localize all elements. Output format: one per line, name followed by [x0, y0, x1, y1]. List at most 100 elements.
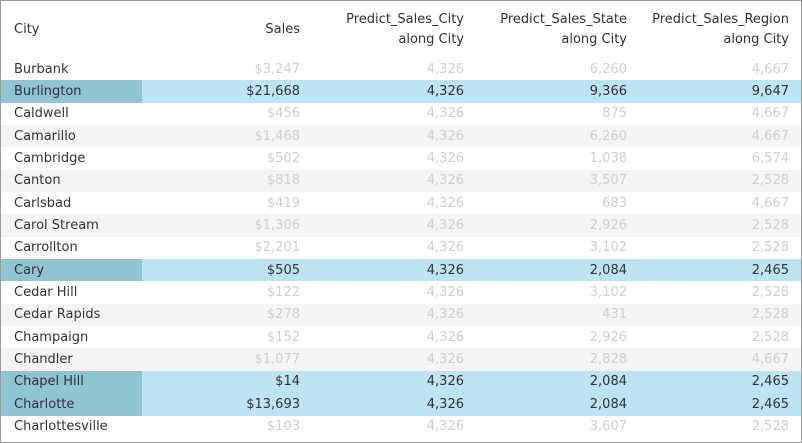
cell-predict-sales-state[interactable]: 9,366 [589, 84, 627, 100]
cell-predict-sales-region[interactable]: 2,528 [751, 307, 789, 323]
cell-predict-sales-state[interactable]: 3,607 [589, 419, 627, 435]
cell-predict-sales-state[interactable]: 3,102 [589, 240, 627, 256]
cell-sales[interactable]: $278 [266, 307, 300, 323]
table-row[interactable]: Camarillo $1,468 4,326 6,260 4,667 [1, 125, 801, 148]
cell-predict-sales-city[interactable]: 4,326 [426, 374, 464, 390]
cell-city[interactable]: Caldwell [14, 106, 69, 122]
cell-sales[interactable]: $505 [266, 262, 300, 278]
cell-city[interactable]: Charlottesville [14, 419, 108, 435]
column-header-predict-sales-state[interactable]: Predict_Sales_State along City [471, 1, 627, 58]
cell-sales[interactable]: $1,468 [254, 128, 301, 144]
cell-city[interactable]: Burbank [14, 61, 69, 77]
cell-predict-sales-city[interactable]: 4,326 [426, 262, 464, 278]
table-row[interactable]: Charlotte $13,693 4,326 2,084 2,465 [1, 393, 801, 416]
cell-predict-sales-city[interactable]: 4,326 [426, 307, 464, 323]
cell-predict-sales-city[interactable]: 4,326 [426, 106, 464, 122]
cell-predict-sales-city[interactable]: 4,326 [426, 84, 464, 100]
cell-city[interactable]: Cambridge [14, 151, 86, 167]
table-row[interactable]: Cambridge $502 4,326 1,038 6,574 [1, 147, 801, 169]
cell-predict-sales-state[interactable]: 2,084 [589, 374, 627, 390]
table-row[interactable]: Chandler $1,077 4,326 2,828 4,667 [1, 348, 801, 371]
cell-predict-sales-city[interactable]: 4,326 [426, 151, 464, 167]
cell-predict-sales-city[interactable]: 4,326 [426, 329, 464, 345]
cell-sales[interactable]: $21,668 [246, 84, 300, 100]
cell-predict-sales-region[interactable]: 2,528 [751, 285, 789, 301]
table-row[interactable]: Canton $818 4,326 3,507 2,528 [1, 169, 801, 193]
table-row[interactable]: Charlottesville $103 4,326 3,607 2,528 [1, 416, 801, 438]
cell-predict-sales-region[interactable]: 2,465 [751, 374, 789, 390]
cell-city[interactable]: Chapel Hill [1, 370, 142, 394]
cell-predict-sales-region[interactable]: 2,528 [751, 218, 789, 234]
cell-sales[interactable]: $13,693 [246, 396, 300, 412]
cell-sales[interactable]: $456 [266, 106, 300, 122]
column-header-predict-sales-city[interactable]: Predict_Sales_City along City [311, 1, 464, 58]
cell-predict-sales-region[interactable]: 2,528 [751, 419, 789, 435]
column-header-predict-sales-region[interactable]: Predict_Sales_Region along City [631, 1, 789, 58]
table-row[interactable]: Chapel Hill $14 4,326 2,084 2,465 [1, 370, 801, 394]
cell-predict-sales-region[interactable]: 4,667 [751, 352, 789, 368]
cell-predict-sales-city[interactable]: 4,326 [426, 218, 464, 234]
cell-city[interactable]: Charlotte [1, 393, 142, 416]
cell-predict-sales-state[interactable]: 431 [602, 307, 627, 323]
cell-predict-sales-city[interactable]: 4,326 [426, 285, 464, 301]
cell-sales[interactable]: $818 [266, 173, 300, 189]
cell-city[interactable]: Carol Stream [14, 218, 99, 234]
cell-predict-sales-state[interactable]: 683 [602, 195, 627, 211]
cell-city[interactable]: Cary [1, 259, 142, 282]
column-header-city[interactable]: City [14, 1, 134, 58]
table-row[interactable]: Cary $505 4,326 2,084 2,465 [1, 259, 801, 282]
cell-predict-sales-region[interactable]: 4,667 [751, 195, 789, 211]
cell-sales[interactable]: $502 [266, 151, 300, 167]
cell-sales[interactable]: $152 [266, 329, 300, 345]
column-header-sales[interactable]: Sales [143, 1, 300, 58]
cell-city[interactable]: Cedar Hill [14, 285, 78, 301]
cell-predict-sales-region[interactable]: 9,647 [751, 84, 789, 100]
cell-city[interactable]: Canton [14, 173, 61, 189]
cell-predict-sales-state[interactable]: 2,926 [589, 329, 627, 345]
cell-predict-sales-region[interactable]: 4,667 [751, 106, 789, 122]
cell-predict-sales-city[interactable]: 4,326 [426, 396, 464, 412]
cell-sales[interactable]: $3,247 [254, 61, 301, 77]
cell-predict-sales-city[interactable]: 4,326 [426, 61, 464, 77]
cell-city[interactable]: Carrollton [14, 240, 78, 256]
table-row[interactable]: Caldwell $456 4,326 875 4,667 [1, 103, 801, 125]
table-row[interactable]: Champaign $152 4,326 2,926 2,528 [1, 326, 801, 348]
table-row[interactable]: Burbank $3,247 4,326 6,260 4,667 [1, 58, 801, 80]
cell-predict-sales-state[interactable]: 3,507 [589, 173, 627, 189]
cell-sales[interactable]: $103 [266, 419, 300, 435]
cell-predict-sales-region[interactable]: 2,528 [751, 329, 789, 345]
cell-predict-sales-city[interactable]: 4,326 [426, 352, 464, 368]
cell-sales[interactable]: $2,201 [254, 240, 301, 256]
cell-sales[interactable]: $419 [266, 195, 300, 211]
cell-city[interactable]: Chandler [14, 352, 73, 368]
cell-city[interactable]: Carlsbad [14, 195, 72, 211]
cell-predict-sales-state[interactable]: 6,260 [589, 128, 627, 144]
cell-predict-sales-city[interactable]: 4,326 [426, 128, 464, 144]
cell-predict-sales-region[interactable]: 2,528 [751, 240, 789, 256]
table-row[interactable]: Carlsbad $419 4,326 683 4,667 [1, 192, 801, 214]
cell-predict-sales-region[interactable]: 2,465 [751, 396, 789, 412]
cell-predict-sales-state[interactable]: 2,828 [589, 352, 627, 368]
cell-sales[interactable]: $1,077 [254, 352, 301, 368]
cell-predict-sales-city[interactable]: 4,326 [426, 195, 464, 211]
cell-sales[interactable]: $1,306 [254, 218, 301, 234]
cell-predict-sales-city[interactable]: 4,326 [426, 419, 464, 435]
cell-sales[interactable]: $122 [266, 285, 300, 301]
table-row[interactable]: Carol Stream $1,306 4,326 2,926 2,528 [1, 214, 801, 237]
cell-predict-sales-state[interactable]: 6,260 [589, 61, 627, 77]
table-row[interactable]: Cedar Rapids $278 4,326 431 2,528 [1, 303, 801, 327]
cell-predict-sales-region[interactable]: 4,667 [751, 128, 789, 144]
table-row[interactable]: Burlington $21,668 4,326 9,366 9,647 [1, 80, 801, 103]
cell-predict-sales-region[interactable]: 4,667 [751, 61, 789, 77]
cell-predict-sales-state[interactable]: 3,102 [589, 285, 627, 301]
cell-predict-sales-region[interactable]: 6,574 [751, 151, 789, 167]
cell-city[interactable]: Champaign [14, 329, 89, 345]
cell-predict-sales-city[interactable]: 4,326 [426, 240, 464, 256]
cell-sales[interactable]: $14 [275, 374, 300, 390]
cell-predict-sales-region[interactable]: 2,465 [751, 262, 789, 278]
cell-city[interactable]: Camarillo [14, 128, 76, 144]
cell-city[interactable]: Burlington [1, 80, 142, 103]
cell-predict-sales-city[interactable]: 4,326 [426, 173, 464, 189]
cell-predict-sales-state[interactable]: 875 [602, 106, 627, 122]
cell-predict-sales-state[interactable]: 1,038 [589, 151, 627, 167]
